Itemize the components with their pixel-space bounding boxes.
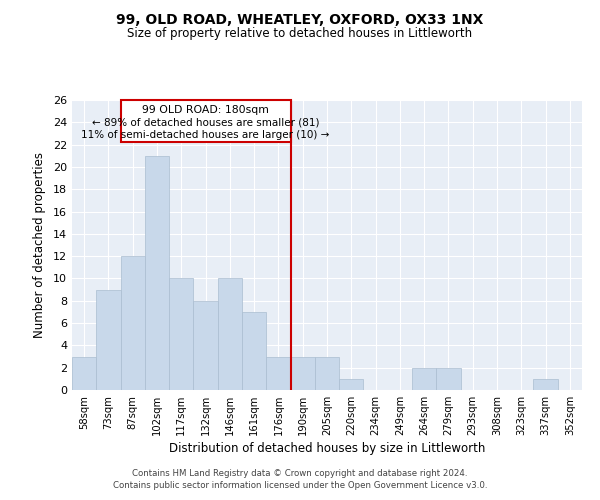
X-axis label: Distribution of detached houses by size in Littleworth: Distribution of detached houses by size … [169, 442, 485, 455]
Bar [218, 278, 242, 390]
Bar [339, 379, 364, 390]
Text: 99 OLD ROAD: 180sqm: 99 OLD ROAD: 180sqm [142, 105, 269, 115]
Bar [169, 278, 193, 390]
Bar [121, 256, 145, 390]
Text: 99, OLD ROAD, WHEATLEY, OXFORD, OX33 1NX: 99, OLD ROAD, WHEATLEY, OXFORD, OX33 1NX [116, 12, 484, 26]
Bar [145, 156, 169, 390]
Bar [266, 356, 290, 390]
Text: Size of property relative to detached houses in Littleworth: Size of property relative to detached ho… [127, 28, 473, 40]
Bar [242, 312, 266, 390]
Y-axis label: Number of detached properties: Number of detached properties [33, 152, 46, 338]
Bar [412, 368, 436, 390]
FancyBboxPatch shape [121, 100, 290, 142]
Bar [436, 368, 461, 390]
Bar [533, 379, 558, 390]
Bar [72, 356, 96, 390]
Bar [193, 301, 218, 390]
Text: 11% of semi-detached houses are larger (10) →: 11% of semi-detached houses are larger (… [82, 130, 330, 140]
Text: ← 89% of detached houses are smaller (81): ← 89% of detached houses are smaller (81… [92, 118, 319, 128]
Text: Contains HM Land Registry data © Crown copyright and database right 2024.
Contai: Contains HM Land Registry data © Crown c… [113, 469, 487, 490]
Bar [290, 356, 315, 390]
Bar [315, 356, 339, 390]
Bar [96, 290, 121, 390]
